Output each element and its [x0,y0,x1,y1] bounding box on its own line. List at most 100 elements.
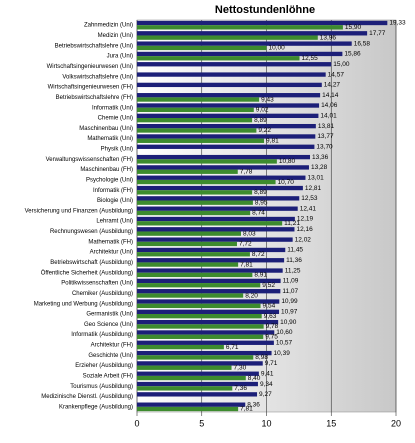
bar [137,31,368,36]
y-tick-label: Tourismus (Ausbildung) [70,384,133,390]
bar [137,62,332,67]
value-label: 19,33 [389,20,406,27]
value-label: 10,97 [281,309,298,316]
value-label: 7,72 [239,241,252,248]
value-label: 9,41 [261,370,274,377]
bar [137,247,286,253]
x-tick-label: 5 [199,418,204,428]
value-label: 9,27 [259,391,272,398]
value-label: 9,02 [256,107,269,114]
bar [137,371,259,376]
bar [137,93,321,98]
value-label: 13,28 [311,164,328,171]
value-label: 9,52 [262,282,275,289]
value-label: 7,81 [240,261,253,268]
value-label: 7,78 [240,168,253,175]
bar [137,272,253,278]
bar [137,402,246,407]
bar [137,97,260,102]
y-tick-label: Verwaltungswissenschaften (FH) [46,157,133,163]
bar [137,361,263,366]
y-tick-label: Lehramt (Uni) [96,219,133,225]
value-label: 12,02 [295,236,312,243]
bar [137,144,315,149]
value-label: 13,96 [320,34,337,41]
bar [137,113,319,118]
bar [137,381,258,387]
value-label: 14,27 [324,82,341,89]
y-tick-label: Psychologie (Uni) [86,177,133,183]
value-label: 7,30 [234,364,247,371]
value-label: 8,20 [245,292,258,299]
y-tick-label: Geschichte (Uni) [88,353,133,359]
y-tick-label: Architektur (Uni) [90,250,133,256]
value-label: 8,89 [254,117,267,124]
value-label: 11,36 [286,257,302,264]
y-tick-label: Soziale Arbeit (FH) [83,373,133,379]
y-tick-label: Krankenpflege (Ausbildung) [59,404,133,410]
bar [137,365,232,370]
value-label: 8,03 [243,230,256,237]
y-tick-label: Marketing und Werbung (Ausbildung) [34,301,133,307]
value-label: 8,40 [248,375,261,382]
y-tick-label: Chemiker (Ausbildung) [72,291,133,297]
bar [137,118,253,123]
bar [137,283,261,288]
value-label: 10,39 [274,350,291,357]
y-tick-label: Maschinenbau (Uni) [79,126,133,132]
y-tick-label: Öffentliche Sicherheit (Ausbildung) [41,269,133,276]
x-tick-label: 15 [326,418,336,428]
bar [137,123,316,129]
bar [137,221,283,226]
bar [137,227,295,232]
value-label: 13,36 [312,154,329,161]
y-tick-label: Betriebswirtschaft (Ausbildung) [50,260,133,266]
y-tick-label: Informatik (FH) [93,188,133,194]
bar [137,159,277,164]
y-tick-label: Germanistik (Uni) [86,312,133,318]
value-label: 14,06 [321,102,338,109]
bar [137,258,285,263]
x-tick-label: 10 [261,418,271,428]
value-label: 10,00 [269,45,286,52]
bar [137,355,254,360]
value-label: 10,99 [281,298,298,305]
bar [137,216,295,222]
value-label: 8,91 [254,272,267,279]
bar [137,293,244,298]
value-label: 9,78 [266,323,279,330]
bar [137,392,258,397]
bar [137,319,279,325]
bar [137,72,326,77]
bar [137,303,261,309]
bar [137,340,274,345]
value-label: 15,90 [345,24,362,31]
y-tick-label: Medizin (Uni) [98,33,133,39]
value-label: 14,01 [320,113,337,120]
y-tick-label: Biologie (Uni) [97,198,133,204]
value-label: 11,45 [287,247,303,254]
value-label: 10,90 [280,319,297,326]
y-tick-label: Wirtschaftsingenieurwesen (FH) [48,85,133,91]
bar [137,154,311,160]
y-tick-label: Physik (Uni) [101,147,133,153]
value-label: 15,00 [333,61,350,68]
bar [137,56,300,61]
value-label: 11,07 [282,288,298,295]
bar [137,252,250,257]
y-tick-label: Zahnmedizin (Uni) [84,23,133,29]
value-label: 11,25 [285,267,301,274]
value-label: 13,77 [317,133,334,140]
value-label: 9,22 [258,127,271,134]
y-tick-label: Wirtschaftsingenieurwesen (Uni) [47,64,133,70]
bar [137,289,281,294]
bar [137,179,276,185]
value-label: 13,81 [318,123,335,130]
bar [137,406,239,412]
value-label: 14,57 [328,71,345,78]
bar [137,82,322,88]
bar [137,165,309,170]
bar [137,20,388,26]
bar [137,138,265,143]
bar [137,45,267,51]
